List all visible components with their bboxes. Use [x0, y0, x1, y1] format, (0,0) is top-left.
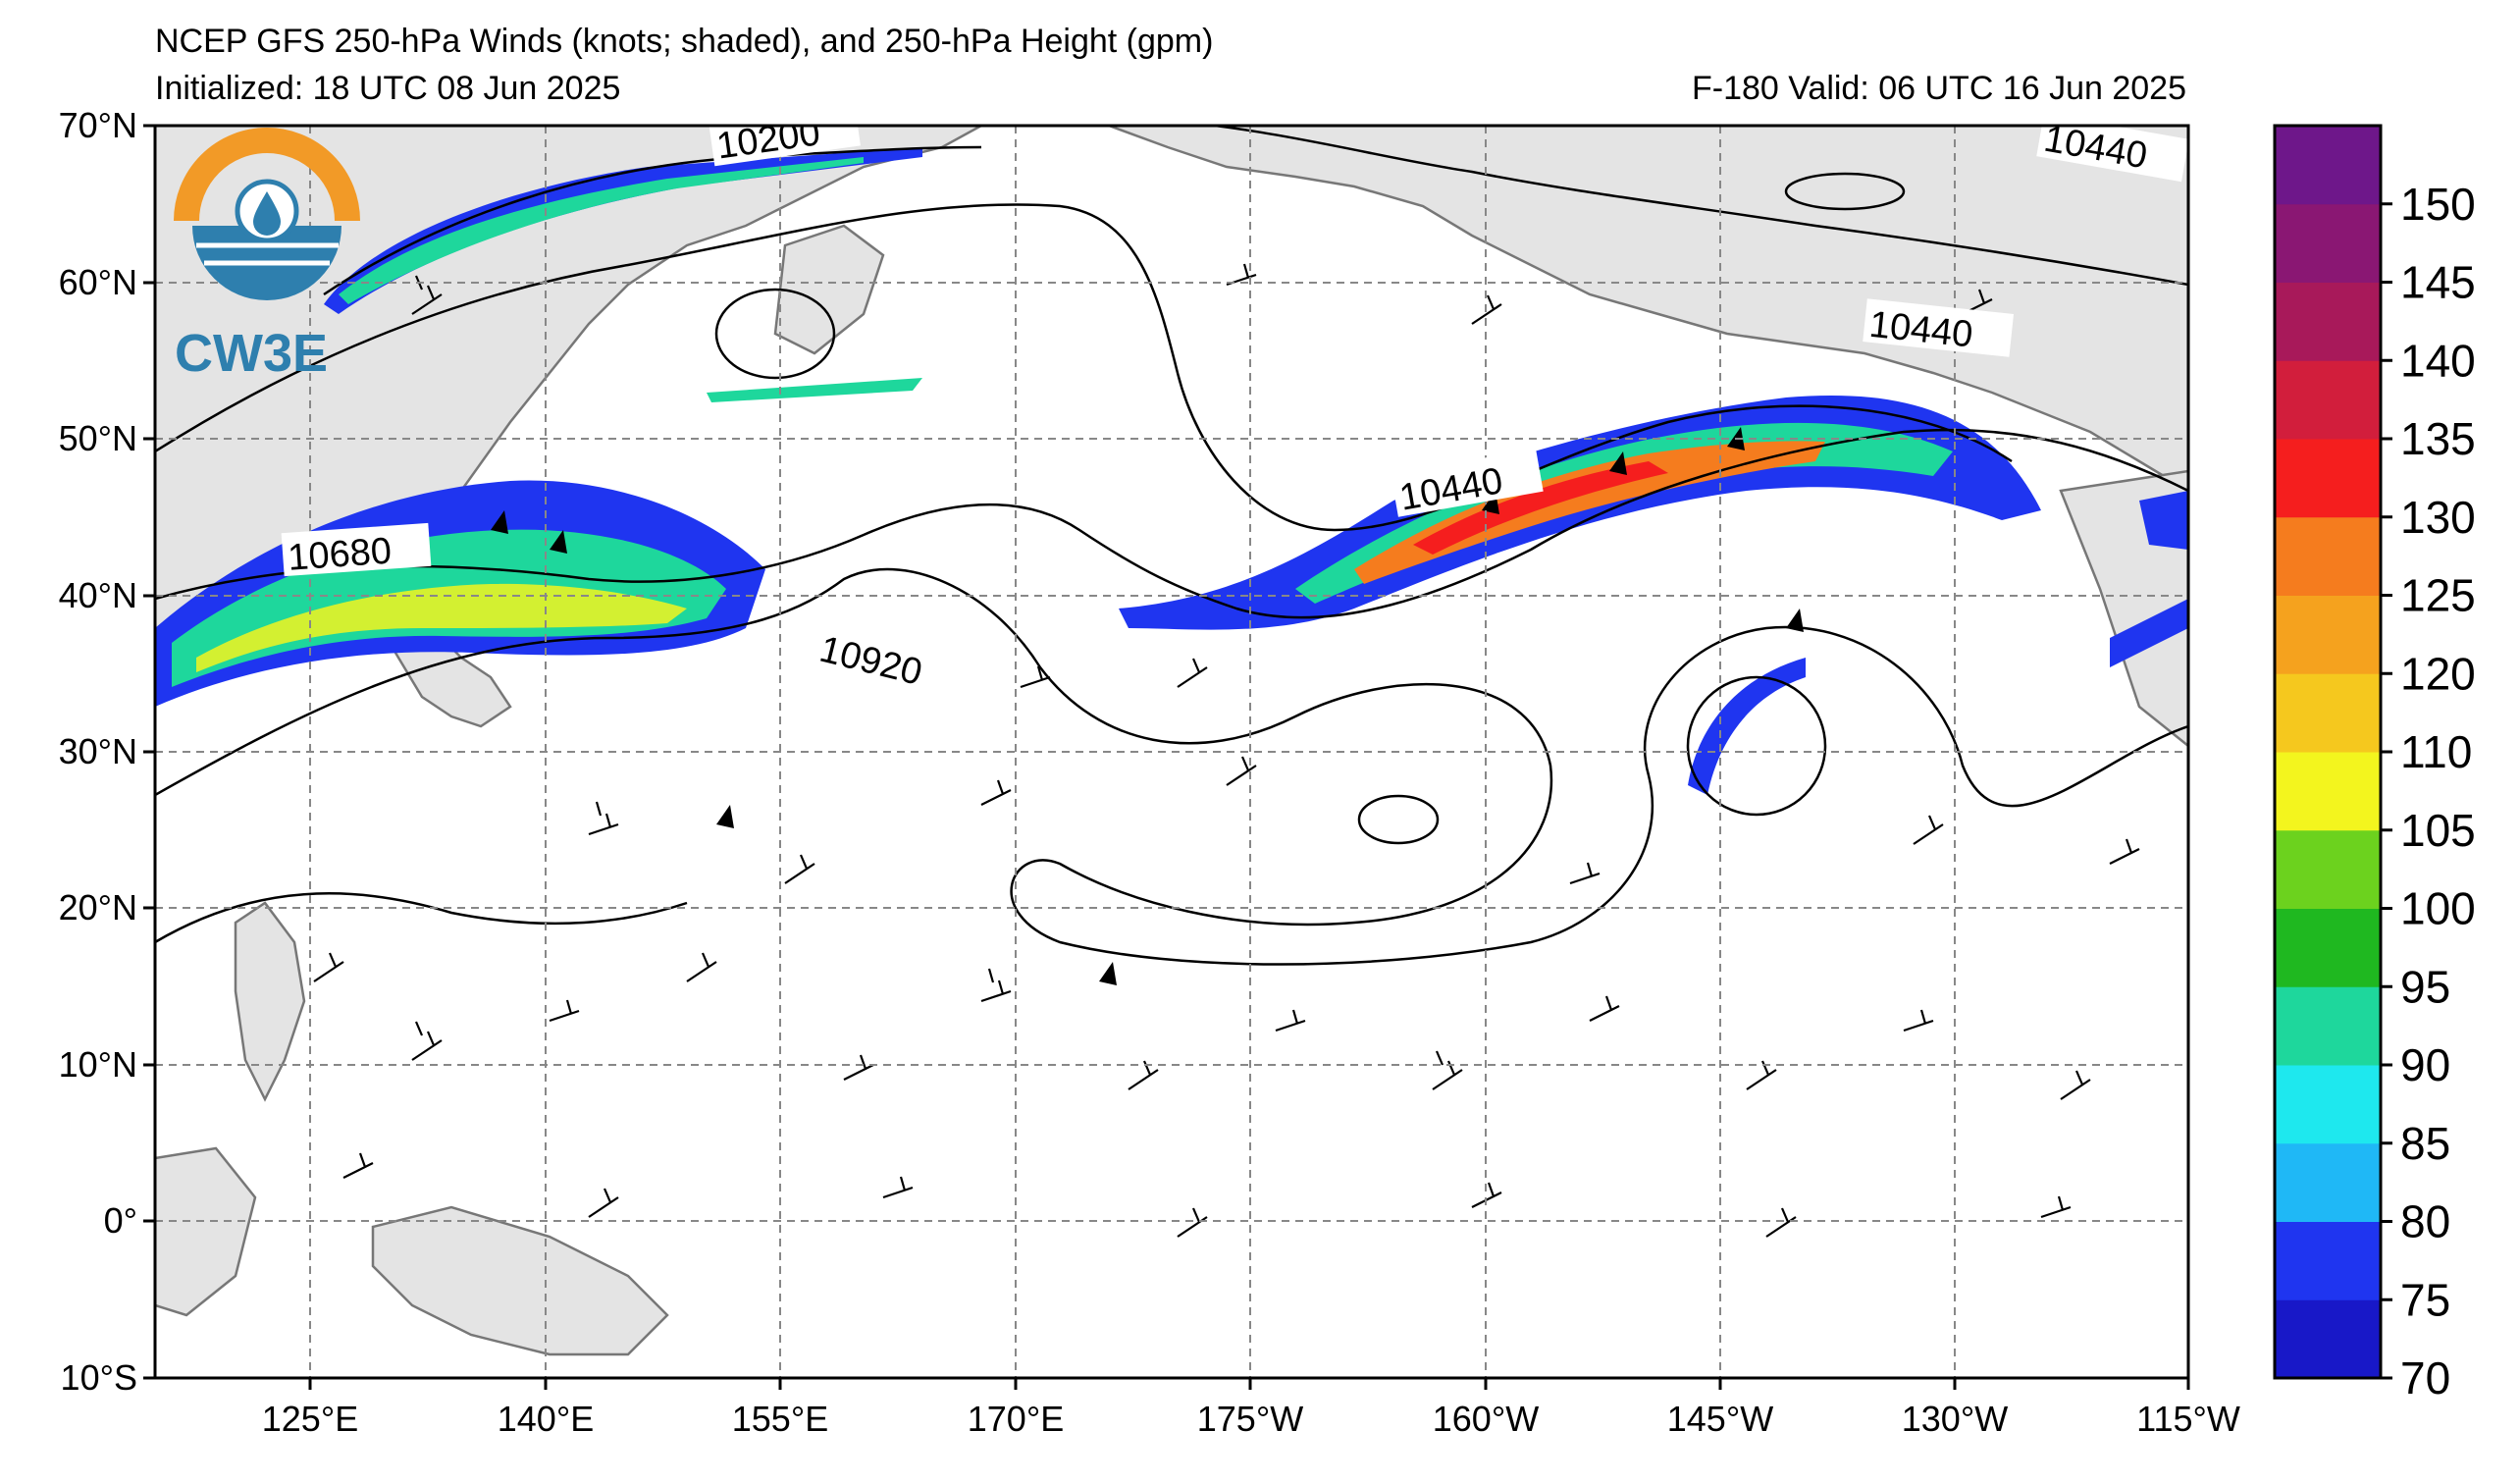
land-alaska: [1108, 126, 2188, 493]
colorbar-label: 125: [2400, 570, 2476, 621]
axis-ticks: [143, 124, 2190, 1390]
colorbar-label: 145: [2400, 257, 2476, 308]
init-time: Initialized: 18 UTC 08 Jun 2025: [155, 70, 621, 107]
colorbar-swatch: [2275, 829, 2381, 909]
height-contours: [155, 126, 2188, 966]
cw3e-logo: CW3E: [174, 128, 360, 383]
land-new-guinea: [371, 1205, 669, 1356]
colorbar-label: 75: [2400, 1274, 2450, 1325]
colorbar-swatch: [2275, 203, 2381, 283]
contour-south: [155, 892, 688, 944]
jet-east-edge: [2139, 491, 2188, 550]
logo-text: CW3E: [175, 324, 328, 383]
contour-north-1: [155, 203, 2013, 532]
lat-label: 30°N: [59, 731, 137, 771]
colorbar-label: 80: [2400, 1196, 2450, 1247]
lon-label: 125°E: [262, 1399, 358, 1439]
colorbar-swatch: [2275, 1221, 2381, 1300]
colorbar-swatch: [2275, 282, 2381, 361]
lon-label: 115°W: [2136, 1399, 2240, 1439]
contour-okhotsk-low: [714, 288, 836, 380]
colorbar-swatch: [2275, 360, 2381, 440]
lon-label: 140°E: [498, 1399, 594, 1439]
colorbar-label: 85: [2400, 1118, 2450, 1169]
land-borneo: [155, 1146, 257, 1317]
lat-label: 10°N: [59, 1044, 137, 1085]
lon-label: 175°W: [1197, 1399, 1303, 1439]
colorbar-label: 90: [2400, 1039, 2450, 1090]
colorbar-swatch: [2275, 908, 2381, 987]
colorbar-swatch: [2275, 595, 2381, 674]
colorbar-label: 140: [2400, 335, 2476, 386]
lon-label: 145°W: [1667, 1399, 1773, 1439]
lat-label: 50°N: [59, 418, 137, 458]
colorbar-swatch: [2275, 1299, 2381, 1379]
colorbar-label: 70: [2400, 1352, 2450, 1404]
contour-10680: [155, 428, 2188, 619]
colorbar-label: 100: [2400, 883, 2476, 934]
longitude-labels: 125°E 140°E 155°E 170°E 175°W 160°W 145°…: [262, 1399, 2240, 1439]
colorbar-label: 95: [2400, 961, 2450, 1012]
jet-east-band-core: [1354, 441, 1825, 584]
latitude-labels: 70°N 60°N 50°N 40°N 30°N 20°N 10°N 0° 10…: [59, 105, 137, 1398]
jet-far-north: [324, 147, 922, 314]
land-philippines: [234, 901, 306, 1102]
lat-label: 20°N: [59, 887, 137, 927]
contour-10200: [323, 145, 982, 296]
contour-label-10680: 10680: [287, 531, 393, 579]
lon-label: 170°E: [968, 1399, 1064, 1439]
lon-label: 155°E: [732, 1399, 828, 1439]
lat-label: 10°S: [61, 1357, 137, 1398]
lat-label: 0°: [104, 1200, 137, 1241]
valid-time: F-180 Valid: 06 UTC 16 Jun 2025: [1692, 70, 2186, 107]
colorbar-swatch: [2275, 752, 2381, 831]
colorbar-label: 150: [2400, 179, 2476, 230]
colorbar-swatch: [2275, 126, 2381, 205]
contour-cutoff-low: [1686, 675, 1827, 817]
colorbar-swatch: [2275, 439, 2381, 518]
colorbar-label: 110: [2400, 726, 2472, 777]
colorbar-label: 120: [2400, 648, 2476, 699]
lon-label: 130°W: [1902, 1399, 2008, 1439]
contour-labels: 10200 10440 10440 10440 10680 10920: [281, 126, 2188, 701]
colorbar-swatch: [2275, 516, 2381, 596]
contour-10920: [155, 567, 2188, 966]
colorbar-swatch: [2275, 673, 2381, 753]
colorbar: 70 75 80 85 90 95 100 105 110 120 125 130 135 140 145 1…: [2273, 124, 2476, 1404]
wind-barb-flags: [491, 427, 1804, 985]
chart-title: NCEP GFS 250-hPa Winds (knots; shaded), …: [155, 23, 1214, 60]
lat-label: 60°N: [59, 262, 137, 302]
land-kamchatka: [773, 224, 885, 355]
water-drop-icon: [253, 191, 281, 236]
jet-east-edge-2: [2110, 599, 2188, 667]
colorbar-swatch: [2275, 1065, 2381, 1144]
lon-label: 160°W: [1433, 1399, 1539, 1439]
contour-alaska-low: [1784, 172, 1906, 211]
colorbar-label: 105: [2400, 805, 2476, 856]
lat-label: 40°N: [59, 575, 137, 615]
colorbar-label: 130: [2400, 492, 2476, 543]
jet-west-band-core: [196, 583, 687, 672]
jet-cutoff: [1688, 658, 1806, 795]
colorbar-swatch: [2275, 986, 2381, 1066]
lat-lon-grid: [155, 126, 2188, 1378]
contour-10440-alaska: [1205, 126, 2188, 287]
jet-kamchatka-strip: [707, 378, 922, 402]
lat-label: 70°N: [59, 105, 137, 145]
jet-east-band-max: [1413, 461, 1668, 555]
colorbar-swatch: [2275, 1142, 2381, 1222]
colorbar-label: 135: [2400, 413, 2476, 464]
contour-low-center: [1357, 794, 1440, 845]
